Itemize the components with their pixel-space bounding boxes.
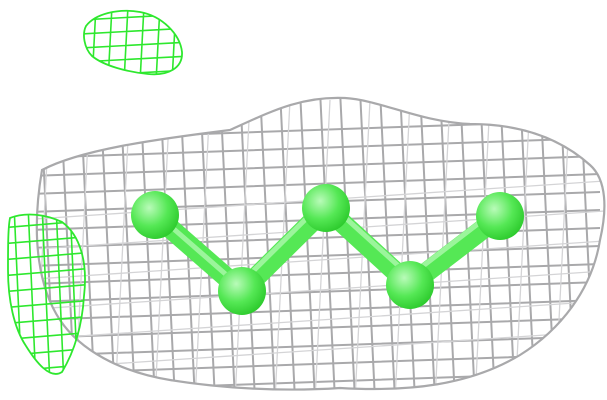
green-density-mesh-top — [83, 9, 183, 76]
atom-4 — [386, 261, 434, 309]
mesh-outline — [35, 96, 606, 391]
atom-3 — [302, 184, 350, 232]
green-density-mesh-left — [7, 213, 86, 375]
atom-5 — [476, 192, 524, 240]
molecule — [131, 184, 524, 315]
green-mesh-left-outline — [7, 213, 86, 375]
green-mesh-left-grid — [8, 214, 86, 374]
atom-1 — [131, 191, 179, 239]
atom-2 — [218, 267, 266, 315]
green-mesh-top-outline — [83, 9, 183, 76]
